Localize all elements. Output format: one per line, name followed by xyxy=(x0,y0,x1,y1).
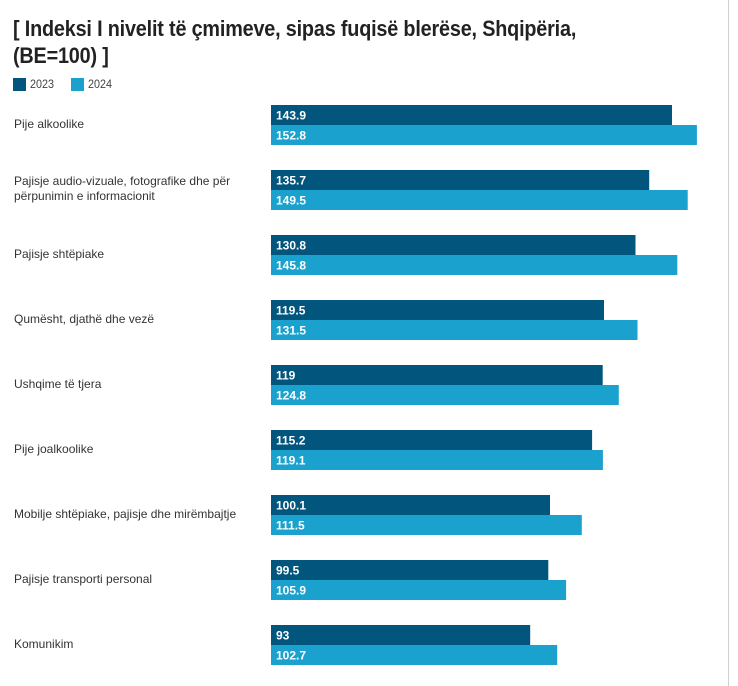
category-label: Ushqime të tjera xyxy=(14,377,259,392)
legend-item-2024[interactable]: 2024 xyxy=(70,77,115,91)
bar-2024[interactable] xyxy=(271,125,697,145)
bar-2023[interactable] xyxy=(271,300,604,320)
data-label-2024: 131.5 xyxy=(276,324,306,338)
bar-2024[interactable] xyxy=(271,255,678,275)
data-label-2023: 119.5 xyxy=(276,304,306,318)
data-label-2024: 152.8 xyxy=(276,129,306,143)
legend-label-2023: 2023 xyxy=(30,77,55,91)
bar-2023[interactable] xyxy=(271,235,636,255)
data-label-2023: 143.9 xyxy=(276,109,306,123)
bar-group: 130.8 145.8 xyxy=(271,235,678,275)
category-label: Pije alkoolike xyxy=(14,117,259,132)
bar-group: 119 124.8 xyxy=(271,365,619,405)
category-label: Pajisje audio-vizuale, fotografike dhe p… xyxy=(14,174,259,204)
legend: 2023 2024 xyxy=(13,77,128,91)
bar-2024[interactable] xyxy=(271,450,603,470)
data-label-2024: 111.5 xyxy=(276,519,305,533)
data-label-2024: 124.8 xyxy=(276,389,306,403)
data-label-2024: 105.9 xyxy=(276,584,306,598)
category-label-line: Pajisje audio-vizuale, fotografike dhe p… xyxy=(14,174,231,188)
category-label: Pije joalkoolike xyxy=(14,442,259,457)
bar-2024[interactable] xyxy=(271,580,567,600)
bar-2023[interactable] xyxy=(271,170,650,190)
data-label-2024: 149.5 xyxy=(276,194,306,208)
legend-swatch-2024 xyxy=(70,77,84,91)
legend-item-2023[interactable]: 2023 xyxy=(13,77,57,91)
category-label: Mobilje shtëpiake, pajisje dhe mirëmbajt… xyxy=(14,507,259,522)
bar-2024[interactable] xyxy=(271,385,619,405)
bar-2024[interactable] xyxy=(271,190,688,210)
data-label-2023: 115.2 xyxy=(276,434,306,448)
category-label-line: Pajisje transporti personal xyxy=(14,571,153,586)
bar-group: 143.9 152.8 xyxy=(271,105,697,145)
category-label-line: Mobilje shtëpiake, pajisje dhe mirëmbajt… xyxy=(14,506,237,521)
legend-swatch-2023 xyxy=(13,77,26,91)
category-label-line: Pajisje shtëpiake xyxy=(14,246,105,261)
bar-2023[interactable] xyxy=(271,365,603,385)
bar-group: 99.5 105.9 xyxy=(271,560,567,600)
category-label-line: Pije joalkoolike xyxy=(14,441,94,456)
data-label-2024: 119.1 xyxy=(276,454,306,468)
bar-2024[interactable] xyxy=(271,515,582,535)
data-label-2023: 93 xyxy=(276,629,290,643)
data-label-2023: 100.1 xyxy=(276,499,306,513)
data-label-2023: 99.5 xyxy=(276,564,300,578)
bar-2023[interactable] xyxy=(271,430,593,450)
category-label-line: Qumësht, djathë dhe vezë xyxy=(14,311,155,326)
chart-title-line-1: [ Indeksi I nivelit të çmimeve, sipas fu… xyxy=(13,16,577,41)
data-label-2023: 135.7 xyxy=(276,174,306,188)
bar-2023[interactable] xyxy=(271,495,550,515)
category-label-line: Komunikim xyxy=(14,636,74,651)
bar-2024[interactable] xyxy=(271,320,638,340)
chart-title: [ Indeksi I nivelit të çmimeve, sipas fu… xyxy=(13,15,629,69)
category-label-line: përpunimin e informacionit xyxy=(14,189,155,203)
bar-2023[interactable] xyxy=(271,560,549,580)
legend-label-2024: 2024 xyxy=(87,77,112,91)
category-label-line: Ushqime të tjera xyxy=(14,376,102,391)
data-label-2024: 145.8 xyxy=(276,259,306,273)
data-label-2024: 102.7 xyxy=(276,649,306,663)
frame-border xyxy=(728,0,729,686)
category-label: Komunikim xyxy=(14,637,259,652)
category-label-line: Pije alkoolike xyxy=(14,116,85,131)
bar-group: 100.1 111.5 xyxy=(271,495,582,535)
chart-title-line-2: (BE=100) ] xyxy=(13,43,109,68)
bar-2024[interactable] xyxy=(271,645,558,665)
data-label-2023: 119 xyxy=(276,369,296,383)
bar-group: 119.5 131.5 xyxy=(271,300,638,340)
category-label: Pajisje shtëpiake xyxy=(14,247,259,262)
bar-group: 135.7 149.5 xyxy=(271,170,688,210)
bar-2023[interactable] xyxy=(271,105,672,125)
bar-2023[interactable] xyxy=(271,625,531,645)
category-label: Qumësht, djathë dhe vezë xyxy=(14,312,259,327)
bar-group: 115.2 119.1 xyxy=(271,430,603,470)
bar-group: 93 102.7 xyxy=(271,625,558,665)
data-label-2023: 130.8 xyxy=(276,239,306,253)
category-label: Pajisje transporti personal xyxy=(14,572,259,587)
